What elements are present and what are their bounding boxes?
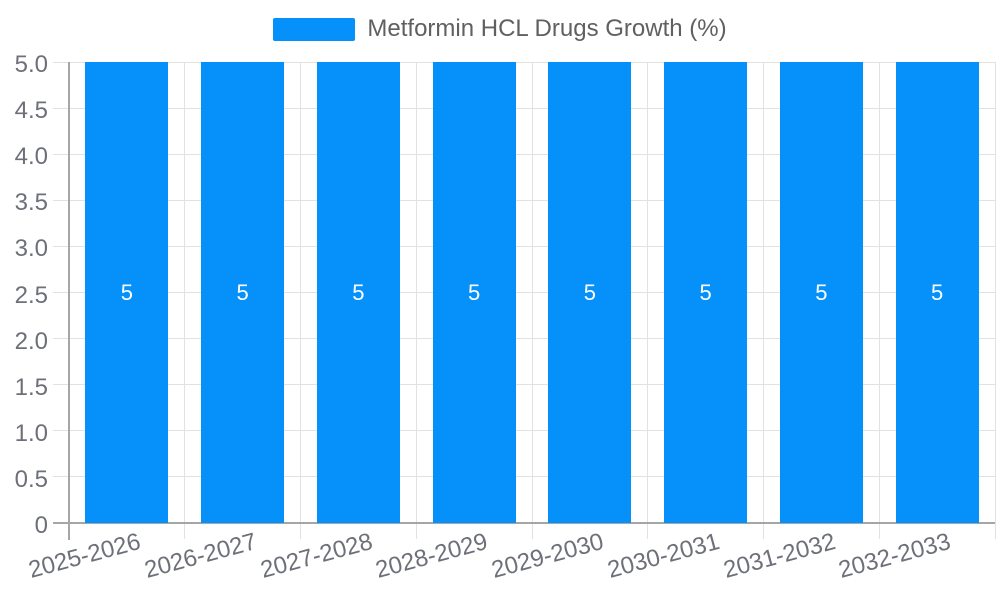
x-tick (184, 523, 186, 539)
bar[interactable]: 5 (664, 62, 748, 523)
y-tick-label: 2.0 (14, 327, 48, 355)
bar[interactable]: 5 (779, 62, 863, 523)
bar[interactable]: 5 (85, 62, 169, 523)
x-gridline (184, 62, 186, 523)
x-gridline (647, 62, 649, 523)
x-tick (763, 523, 764, 539)
x-tick-label: 2026-2027 (141, 528, 260, 584)
bar-value-label: 5 (468, 279, 481, 305)
bar[interactable]: 5 (432, 62, 516, 523)
x-tick-label: 2032-2033 (835, 528, 954, 584)
bar[interactable]: 5 (316, 62, 400, 523)
bar-value-label: 5 (352, 279, 365, 305)
bar[interactable]: 5 (895, 62, 979, 523)
x-tick (647, 523, 649, 539)
x-tick-label: 2028-2029 (372, 528, 491, 584)
legend-swatch-icon (273, 17, 356, 41)
x-tick (994, 523, 996, 539)
y-axis-line (68, 62, 70, 540)
x-tick (878, 523, 880, 539)
bar-value-label: 5 (931, 279, 944, 305)
x-tick (300, 523, 301, 539)
bar-value-label: 5 (120, 279, 133, 305)
x-tick-label: 2029-2030 (488, 528, 607, 584)
y-tick-label: 1.0 (14, 419, 48, 447)
x-tick-label: 2031-2032 (720, 528, 839, 584)
x-gridline (763, 62, 764, 523)
y-tick-label: 4.0 (14, 143, 48, 171)
y-tick-label: 0.5 (14, 465, 48, 493)
y-tick (53, 199, 69, 201)
y-tick-label: 5.0 (14, 51, 48, 78)
y-tick-label: 0 (34, 512, 48, 539)
x-tick (415, 523, 417, 539)
y-tick (53, 245, 69, 247)
bar-value-label: 5 (583, 279, 596, 305)
y-tick (53, 107, 69, 109)
x-tick (531, 523, 533, 539)
y-tick-label: 2.5 (14, 281, 48, 309)
bar-value-label: 5 (815, 279, 828, 305)
y-tick (53, 153, 69, 155)
x-gridline (531, 62, 533, 523)
y-tick-label: 3.5 (14, 189, 48, 217)
y-tick-label: 3.0 (14, 235, 48, 263)
x-gridline (994, 62, 996, 523)
x-gridline (878, 62, 880, 523)
y-tick (53, 384, 69, 386)
bar-value-label: 5 (699, 279, 712, 305)
x-tick-label: 2030-2031 (604, 528, 723, 584)
bar-value-label: 5 (236, 279, 249, 305)
y-tick (53, 292, 69, 293)
bar[interactable]: 5 (548, 62, 632, 523)
y-tick-label: 4.5 (14, 97, 48, 125)
y-tick (53, 476, 69, 478)
x-tick-label: 2027-2028 (257, 528, 376, 584)
y-tick-label: 1.5 (14, 373, 48, 401)
x-gridline (415, 62, 417, 523)
legend[interactable]: Metformin HCL Drugs Growth (%) (0, 14, 1000, 44)
y-tick (53, 430, 69, 432)
bar[interactable]: 5 (201, 62, 285, 523)
y-tick (53, 338, 69, 340)
x-gridline (300, 62, 301, 523)
y-tick (53, 61, 69, 63)
legend-label: Metformin HCL Drugs Growth (%) (367, 15, 727, 42)
x-axis-line (53, 522, 995, 524)
